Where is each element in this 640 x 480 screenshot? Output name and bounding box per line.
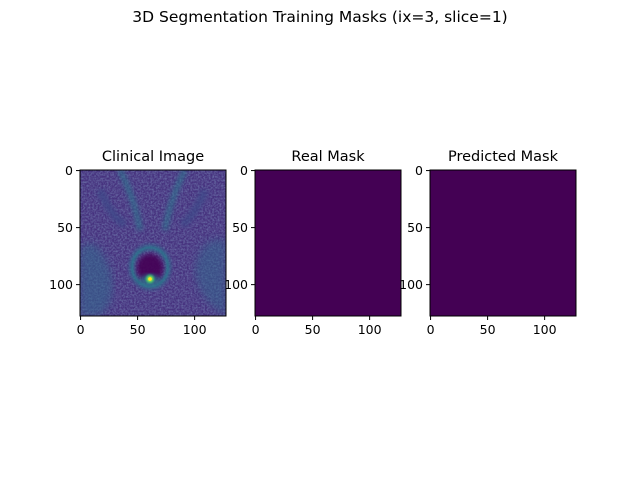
axes-title-real-mask: Real Mask bbox=[291, 149, 365, 165]
axes-clinical-image: Clinical Image 0 50 100 0 50 100 bbox=[49, 149, 226, 337]
axes-title-predicted-mask: Predicted Mask bbox=[448, 149, 559, 165]
x-tick-label: 0 bbox=[427, 322, 435, 337]
figure-suptitle: 3D Segmentation Training Masks (ix=3, sl… bbox=[132, 8, 507, 26]
y-tick-label: 100 bbox=[224, 277, 248, 292]
y-tick-label: 50 bbox=[57, 220, 73, 235]
x-tick-label: 100 bbox=[183, 322, 207, 337]
y-tick-label: 100 bbox=[399, 277, 423, 292]
y-tick-label: 100 bbox=[49, 277, 73, 292]
x-tick-label: 100 bbox=[358, 322, 382, 337]
y-tick-label: 50 bbox=[407, 220, 423, 235]
clinical-image-heatmap bbox=[80, 170, 226, 316]
x-tick-label: 50 bbox=[130, 322, 146, 337]
x-tick-label: 0 bbox=[77, 322, 85, 337]
y-tick-label: 0 bbox=[65, 163, 73, 178]
y-tick-label: 50 bbox=[232, 220, 248, 235]
x-tick-label: 100 bbox=[533, 322, 557, 337]
real-mask-heatmap bbox=[255, 170, 401, 316]
axes-predicted-mask: Predicted Mask 0 50 100 0 50 100 bbox=[399, 149, 576, 337]
predicted-mask-heatmap bbox=[430, 170, 576, 316]
axes-title-clinical: Clinical Image bbox=[102, 149, 204, 165]
x-tick-label: 50 bbox=[480, 322, 496, 337]
x-tick-label: 0 bbox=[252, 322, 260, 337]
x-tick-label: 50 bbox=[305, 322, 321, 337]
y-tick-label: 0 bbox=[415, 163, 423, 178]
axes-real-mask: Real Mask 0 50 100 0 50 100 bbox=[224, 149, 401, 337]
y-tick-label: 0 bbox=[240, 163, 248, 178]
